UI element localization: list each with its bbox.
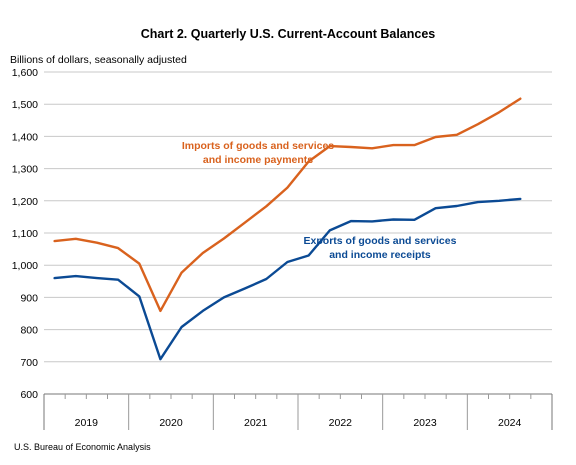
x-axis: 2019 2020 2021 2022 2023 2024 [43, 394, 553, 430]
x-tick-label: 2020 [159, 417, 183, 429]
series-label: and income receipts [329, 249, 431, 261]
y-tick-labels: 600 700 800 900 1,000 1,100 1,200 1,300 1,400 1,5… [12, 67, 38, 401]
y-tick-label: 1,500 [12, 99, 38, 111]
series-line [53, 97, 522, 313]
source-note: U.S. Bureau of Economic Analysis [14, 442, 151, 452]
y-tick-label: 700 [20, 357, 38, 369]
x-tick-label: 2019 [75, 417, 99, 429]
y-tick-label: 1,600 [12, 67, 38, 79]
y-tick-label: 1,400 [12, 131, 38, 143]
series-line [53, 197, 522, 361]
x-tick-label: 2023 [413, 417, 437, 429]
y-tick-label: 1,000 [12, 260, 38, 272]
y-tick-label: 1,300 [12, 164, 38, 176]
series-label: and income payments [203, 154, 313, 166]
series-lines [53, 97, 522, 361]
y-axis-label: Billions of dollars, seasonally adjusted [10, 54, 187, 66]
y-tick-label: 800 [20, 325, 38, 337]
series-annotations: Imports of goods and services and income … [182, 140, 457, 261]
series-label: Imports of goods and services [182, 140, 334, 152]
y-tick-label: 600 [20, 389, 38, 401]
x-tick-label: 2021 [244, 417, 268, 429]
y-tick-label: 1,100 [12, 228, 38, 240]
series-label: Exports of goods and services [304, 235, 457, 247]
y-tick-label: 1,200 [12, 196, 38, 208]
y-tick-label: 900 [20, 292, 38, 304]
gridlines [44, 71, 552, 395]
x-tick-label: 2022 [329, 417, 353, 429]
chart-title: Chart 2. Quarterly U.S. Current-Account … [141, 27, 436, 41]
x-tick-label: 2024 [498, 417, 522, 429]
